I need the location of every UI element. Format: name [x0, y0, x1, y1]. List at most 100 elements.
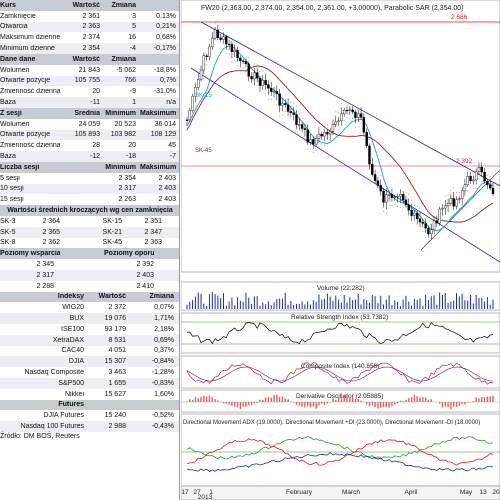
index-cell: 93 179 [104, 325, 126, 333]
sar-dot [200, 85, 202, 87]
sar-dot [270, 99, 272, 101]
poziomy-row: 2 345 2 392 [0, 259, 179, 270]
candle-body [306, 129, 309, 143]
candle-body [253, 72, 256, 80]
index-cell: 15 307 [104, 358, 126, 366]
srednie-cell: 2 364 [42, 217, 60, 225]
index-cell: CAC40 [61, 347, 84, 355]
poziomy-row: 2 317 2 403 [0, 270, 179, 281]
x-tick-label: 13 [479, 489, 487, 496]
kurs_table-cell: 16 [128, 34, 136, 42]
sar-dot [259, 71, 261, 73]
sar-dot [441, 219, 443, 221]
sar-dot [388, 204, 390, 206]
index-cell: 1,71% [154, 315, 174, 323]
dane_table-header: Dane dane Wartość Zmiana [0, 54, 179, 65]
candle-body [219, 37, 222, 40]
srednie-row: SK-3 2 364 SK-15 2 351 [0, 216, 179, 227]
candle-body [289, 111, 293, 114]
candle-body [368, 145, 371, 165]
sar-dot [340, 102, 342, 104]
liczba_table-header-cell: Liczba sesji [0, 163, 40, 171]
resistance-level: 2 403 [136, 271, 154, 279]
candle-body [449, 198, 453, 204]
dane_table-header-cell: Wartość [72, 55, 100, 63]
candle-body [458, 198, 461, 200]
dane_table-cell: n/a [166, 99, 176, 107]
liczba_table-cell: 2 263 [118, 196, 136, 204]
kurs_table-cell: Otwarcia [0, 23, 28, 31]
candle-body [421, 221, 425, 224]
sar-dot [402, 207, 404, 209]
sar-dot [237, 65, 239, 67]
kurs_table-header-cell: Zmiana [111, 1, 136, 9]
sar-dot [197, 93, 199, 95]
x-tick-label: May [460, 489, 473, 496]
sesji_table-cell: 108 129 [150, 131, 176, 139]
futures-cell: -0,43% [151, 423, 174, 431]
candle-body [444, 205, 447, 209]
x-tick-label: 2013 [198, 494, 213, 500]
adx-line [186, 452, 494, 472]
liczba_table-cell: 2 354 [118, 174, 136, 182]
kurs_table-cell: 2 363 [82, 23, 100, 31]
sar-dot [427, 241, 429, 243]
kurs_table-header: Kurs Wartość Zmiana [0, 0, 179, 11]
candle-body [430, 229, 433, 235]
sesji_table-cell: 45 [168, 142, 176, 150]
sar-dot [492, 178, 494, 180]
sar-dot [217, 20, 219, 22]
sar-dot [326, 124, 328, 126]
srednie-cell: 2 363 [144, 239, 162, 247]
kurs_table-cell: 5 [132, 23, 136, 31]
index-row: S&P500 1 655 -0,83% [0, 378, 179, 389]
candle-body [413, 212, 416, 216]
candle-body [354, 111, 357, 118]
sar-dot [312, 152, 314, 154]
futures-cell: 15 240 [104, 412, 126, 420]
sesji_table-header-cell: Z sesji [0, 109, 22, 117]
sar-dot [335, 111, 337, 113]
candle-body [455, 199, 458, 207]
sar-dot [346, 117, 348, 119]
srednie-title: Wartości średnich kroczących wg cen zamk… [7, 207, 173, 215]
sar-dot [214, 22, 216, 24]
candle-body [387, 194, 391, 196]
composite-panel [180, 355, 500, 389]
candle-body [407, 204, 410, 211]
sesji_table-header-cell: Średnia [74, 109, 100, 117]
srednie-row: SK-5 2 365 SK-21 2 347 [0, 226, 179, 238]
sar-dot [464, 199, 466, 201]
candle-body [480, 167, 483, 173]
index-cell: WIG20 [62, 304, 84, 312]
index-cell: 2 372 [108, 304, 126, 312]
candle-body [399, 194, 402, 197]
futures-row: DJIA Futures 15 240 -0,52% [0, 410, 179, 421]
sesji_table-cell: -18 [125, 153, 136, 161]
index-cell: S&P500 [58, 379, 84, 387]
candle-body [230, 44, 234, 52]
candle-body [441, 207, 444, 210]
sar-dot [425, 236, 427, 238]
candle-body [205, 55, 208, 57]
dane_table-row: Zmienność dzienna 20 -9 -31,0% [0, 86, 179, 97]
liczba_table-header: Liczba sesji Minimum Maksimum [0, 162, 179, 173]
index-cell: ISE100 [61, 325, 84, 333]
index-cell: Nikkei [64, 390, 84, 398]
sar-dot [357, 125, 359, 127]
sar-dot [450, 189, 452, 191]
sar-dot [234, 60, 236, 62]
dane_table-cell: 105 755 [74, 77, 100, 85]
support-level: 2 317 [36, 271, 54, 279]
sesji_table-cell: 36 014 [154, 120, 176, 128]
indeksy-header-cell: Zmiana [149, 293, 174, 301]
index-cell: 19 076 [104, 315, 126, 323]
kurs_table-cell: Maksimum dzienne [0, 34, 60, 42]
candle-body [255, 72, 259, 79]
market-data-sidebar: Kurs Wartość Zmiana Zamknięcie 2 361 3 0,13% Ot… [0, 0, 180, 500]
sar-dot [220, 29, 222, 31]
candle-body [488, 184, 492, 189]
sar-dot [239, 70, 241, 72]
sar-dot [447, 194, 449, 196]
sar-dot [397, 206, 399, 208]
